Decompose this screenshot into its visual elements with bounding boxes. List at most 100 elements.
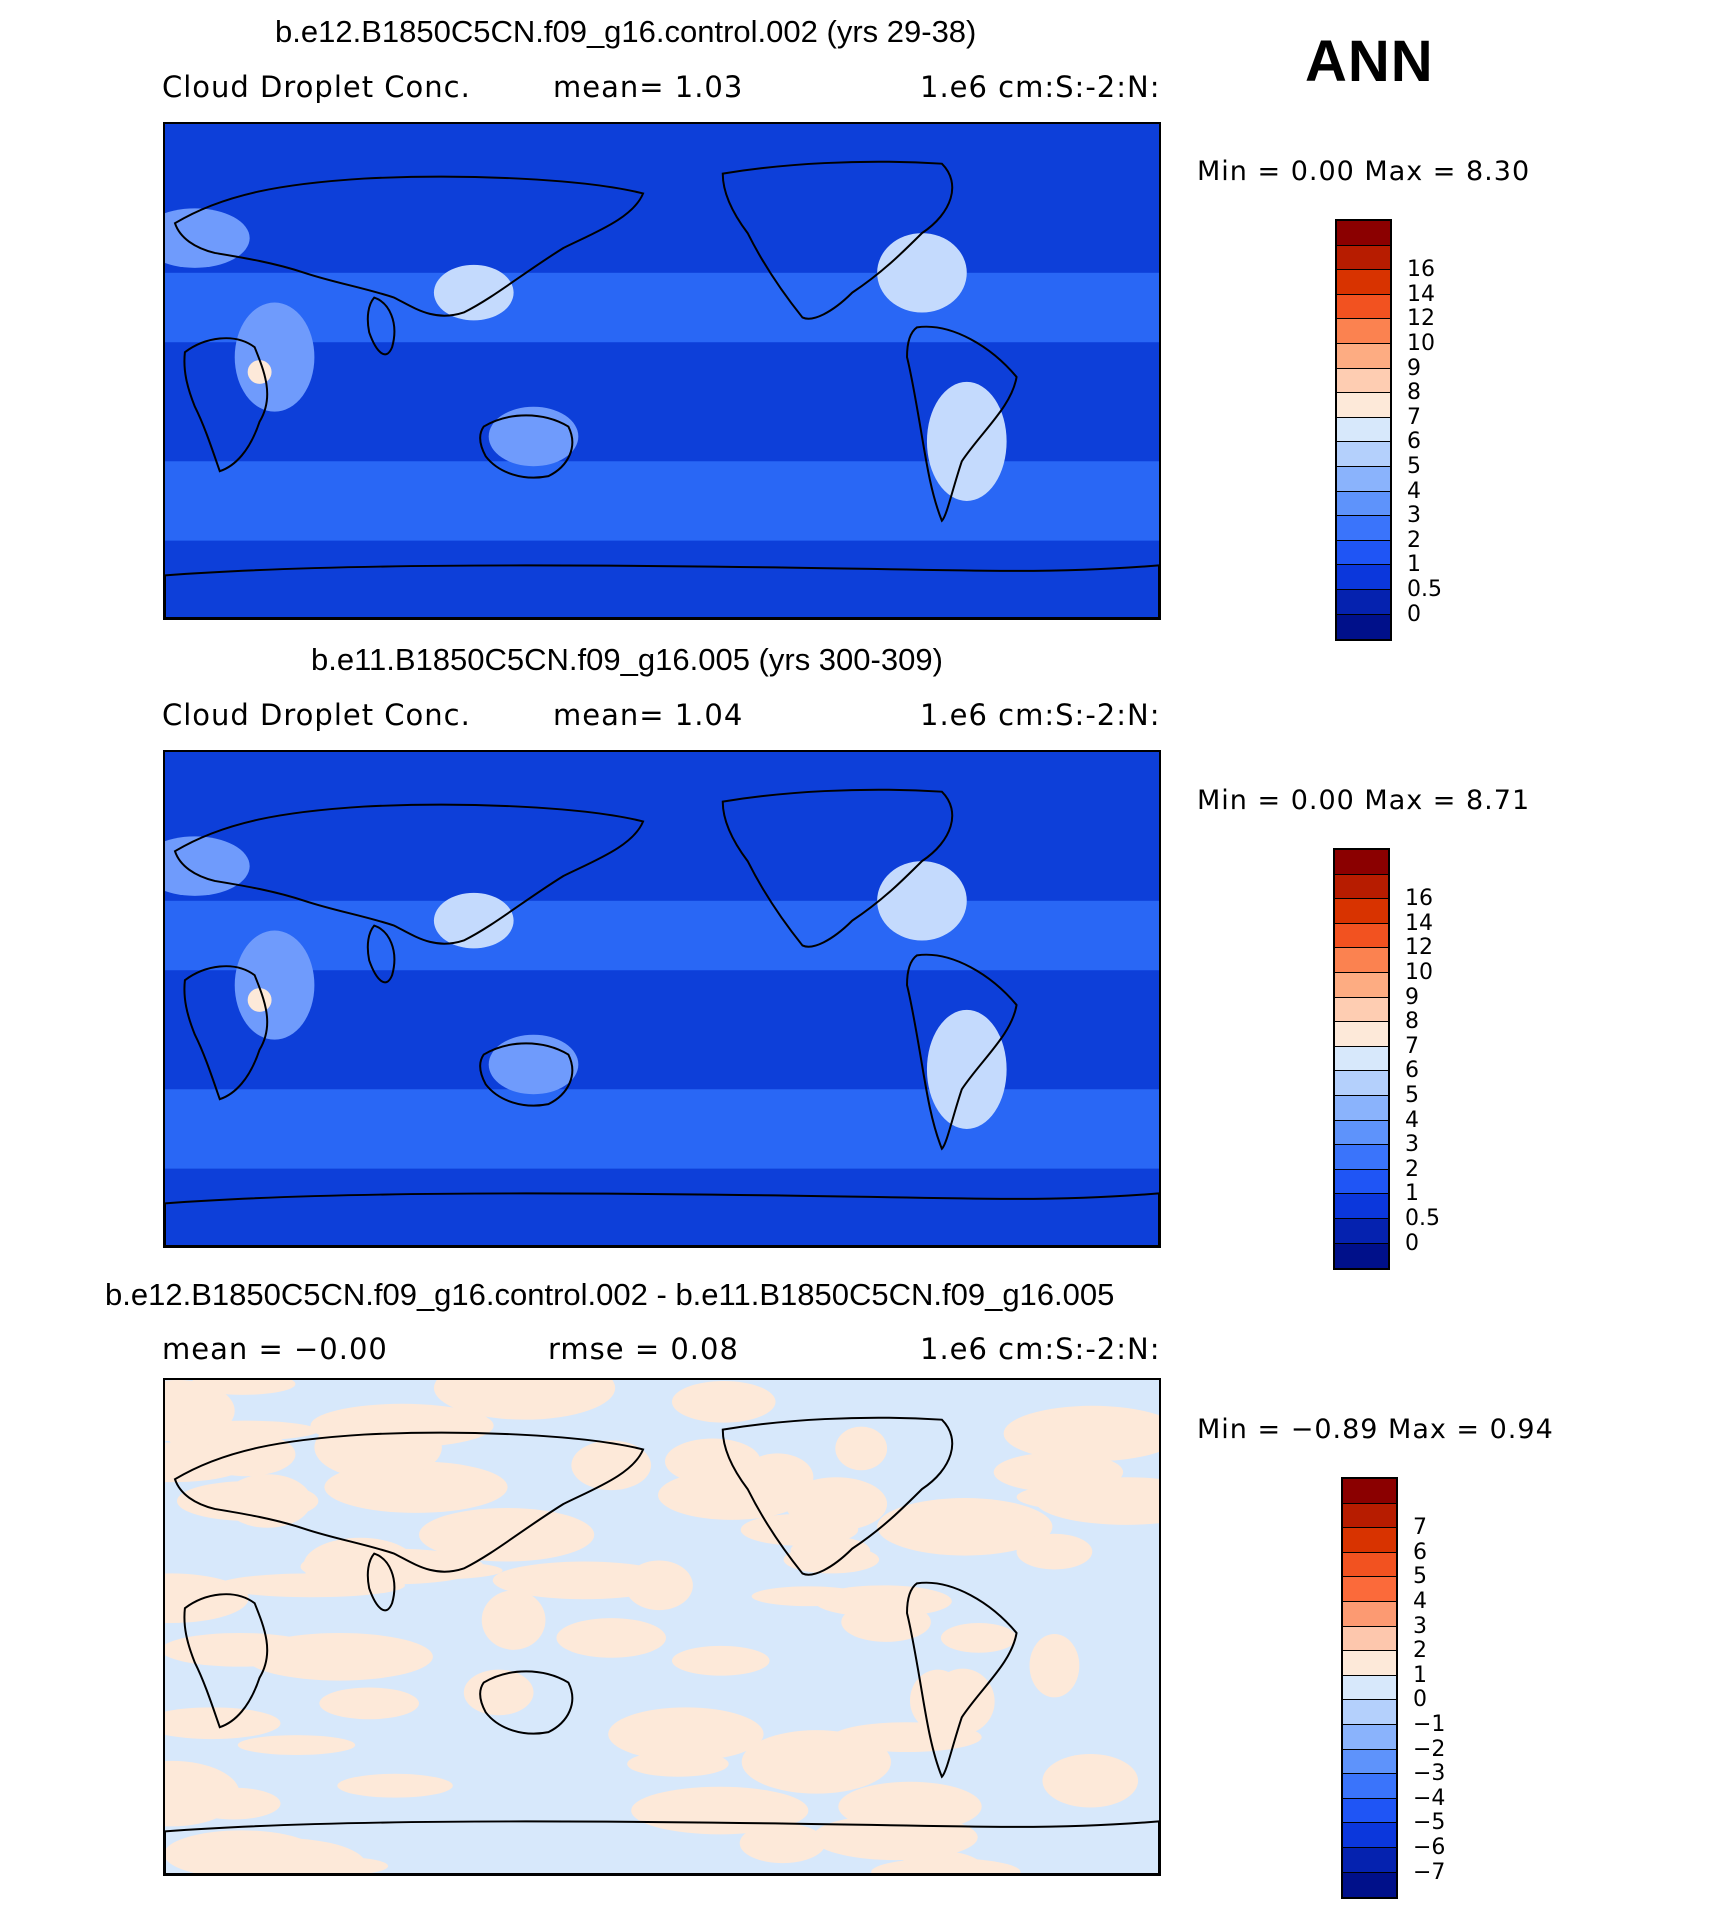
colorbar-swatch (1335, 1194, 1388, 1219)
panel-units-label: 1.e6 cm:S:-2:N: (920, 698, 1161, 732)
colorbar-tick-label: 7 (1407, 404, 1421, 430)
colorbar-swatch (1335, 1095, 1388, 1121)
panel-title: b.e12.B1850C5CN.f09_g16.control.002 - b.… (105, 1277, 1115, 1312)
colorbar-tick-label: −7 (1413, 1859, 1446, 1885)
colorbar-swatch (1337, 589, 1390, 615)
panel-center-label: mean= 1.04 (553, 698, 744, 732)
colorbar-tick-label: −6 (1413, 1835, 1446, 1860)
panel-center-label: rmse = 0.08 (548, 1332, 739, 1366)
colorbar-swatch (1343, 1700, 1396, 1725)
map-panel (163, 122, 1161, 620)
colorbar-swatch (1337, 294, 1390, 320)
panel-left-label: Cloud Droplet Conc. (162, 70, 471, 104)
colorbar-swatch (1343, 1503, 1396, 1529)
colorbar-swatch (1337, 417, 1390, 443)
coastline (906, 1581, 1018, 1779)
colorbar-tick-label: 7 (1405, 1033, 1419, 1059)
colorbar-tick-label: 3 (1405, 1132, 1419, 1158)
colorbar-swatch (1335, 972, 1388, 998)
colorbar-swatch (1337, 245, 1390, 271)
coastline (366, 296, 396, 356)
colorbar-swatch (1335, 997, 1388, 1023)
colorbar-tick-label: 2 (1413, 1638, 1427, 1664)
colorbar-swatch (1343, 1823, 1396, 1848)
colorbar-swatch (1335, 1145, 1388, 1170)
colorbar-tick-label: −1 (1413, 1712, 1446, 1737)
colorbar-swatch (1343, 1651, 1396, 1676)
coastline (173, 175, 645, 317)
colorbar-tick-label: 9 (1405, 984, 1419, 1010)
colorbar-tick-label: 5 (1405, 1083, 1419, 1108)
colorbar-swatch (1343, 1577, 1396, 1602)
coastline (366, 924, 396, 984)
panel-left-label: mean = −0.00 (162, 1332, 388, 1366)
colorbar-tick-label: 2 (1405, 1156, 1419, 1182)
colorbar-tick-label: −3 (1413, 1761, 1446, 1787)
colorbar-swatch (1335, 923, 1388, 949)
colorbar-swatch (1343, 1675, 1396, 1701)
colorbar-swatch (1337, 442, 1390, 467)
colorbar-tick-label: 16 (1407, 257, 1435, 283)
colorbar-tick-label: 5 (1407, 454, 1421, 479)
colorbar-swatch (1337, 565, 1390, 590)
coastline (906, 325, 1018, 523)
colorbar-swatch (1337, 540, 1390, 566)
panel-title: b.e12.B1850C5CN.f09_g16.control.002 (yrs… (275, 14, 977, 49)
coastline (906, 953, 1018, 1151)
colorbar-swatch (1335, 1169, 1388, 1195)
colorbar (1335, 219, 1392, 642)
colorbar-swatch (1337, 270, 1390, 295)
colorbar-tick-label: 7 (1413, 1515, 1427, 1541)
panel-units-label: 1.e6 cm:S:-2:N: (920, 1332, 1161, 1366)
colorbar-tick-label: 0 (1407, 601, 1421, 627)
colorbar-tick-label: 6 (1405, 1058, 1419, 1084)
colorbar-swatch (1335, 1218, 1388, 1244)
colorbar-swatch (1337, 319, 1390, 344)
colorbar-tick-label: 9 (1407, 355, 1421, 381)
colorbar-tick-label: 4 (1413, 1589, 1427, 1614)
colorbar-tick-label: 14 (1407, 281, 1435, 307)
map-panel (163, 750, 1161, 1248)
colorbar-swatch (1343, 1847, 1396, 1873)
colorbar-swatch (1335, 1046, 1388, 1072)
colorbar-tick-label: 4 (1405, 1107, 1419, 1133)
colorbar-swatch (1343, 1724, 1396, 1750)
map-panel (163, 1378, 1161, 1876)
colorbar-tick-label: −2 (1413, 1736, 1446, 1762)
panel-center-label: mean= 1.03 (553, 70, 744, 104)
colorbar-swatch (1337, 343, 1390, 369)
colorbar (1333, 848, 1390, 1271)
coastline (183, 965, 269, 1101)
coastline (165, 1192, 1159, 1246)
colorbar-swatch (1335, 1243, 1388, 1269)
colorbar-swatch (1337, 368, 1390, 394)
minmax-label: Min = 0.00 Max = 8.30 (1197, 156, 1531, 187)
colorbar-tick-label: −4 (1413, 1785, 1446, 1811)
colorbar-swatch (1337, 466, 1390, 492)
colorbar-tick-label: 8 (1407, 380, 1421, 406)
colorbar-tick-label: 6 (1413, 1539, 1427, 1565)
colorbar-swatch (1335, 1120, 1388, 1146)
coastline (479, 414, 574, 479)
colorbar-tick-label: 5 (1413, 1564, 1427, 1590)
colorbar-tick-label: 14 (1405, 910, 1433, 936)
colorbar-tick-label: 1 (1407, 552, 1421, 578)
colorbar-tick-label: 0 (1413, 1687, 1427, 1713)
colorbar-tick-label: 10 (1405, 960, 1433, 985)
colorbar-swatch (1335, 1071, 1388, 1096)
colorbar-swatch (1335, 850, 1388, 875)
coastline (721, 1416, 954, 1576)
colorbar-tick-label: 1 (1413, 1662, 1427, 1688)
minmax-label: Min = 0.00 Max = 8.71 (1197, 785, 1531, 816)
colorbar-tick-label: 10 (1407, 331, 1435, 356)
coastline (721, 160, 954, 320)
colorbar-tick-label: 0 (1405, 1230, 1419, 1256)
panel-units-label: 1.e6 cm:S:-2:N: (920, 70, 1161, 104)
coastline (721, 788, 954, 948)
colorbar-tick-label: 3 (1413, 1613, 1427, 1639)
colorbar-swatch (1343, 1601, 1396, 1627)
colorbar-swatch (1343, 1479, 1396, 1504)
colorbar-tick-label: 6 (1407, 429, 1421, 455)
colorbar (1341, 1477, 1398, 1900)
coastline (165, 564, 1159, 618)
